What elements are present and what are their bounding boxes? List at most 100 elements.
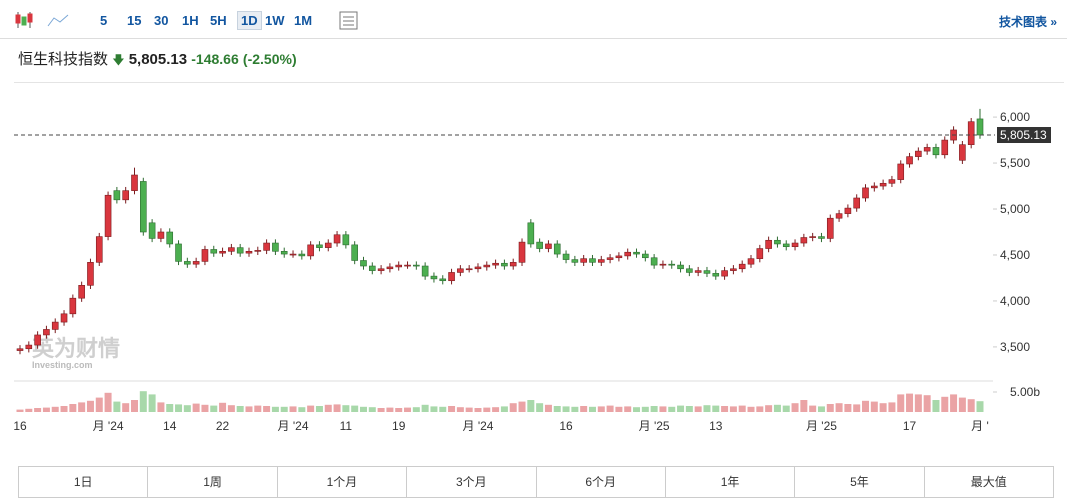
volume-bar (941, 396, 949, 412)
candle-body (307, 244, 314, 257)
candle-body (571, 259, 579, 263)
candle-body (967, 121, 975, 145)
interval-button[interactable]: 5 (100, 13, 108, 28)
volume-bar (219, 402, 227, 412)
volume-bar (245, 406, 253, 412)
indicator-icon[interactable] (338, 10, 360, 32)
candle-body (765, 239, 772, 249)
candle-body (333, 234, 341, 244)
volume-bar (967, 399, 975, 412)
y-tick-label: 3,500 (1000, 340, 1030, 354)
candle-body (915, 150, 922, 157)
volume-bar (166, 404, 174, 412)
toolbar: 5 15 30 1H 5H 1D 1W 1M 技术图表 » (0, 0, 1067, 39)
volume-bar (914, 394, 922, 412)
volume-bar (315, 406, 323, 412)
candle-body (25, 344, 33, 350)
candle-body (712, 273, 720, 277)
candle-body (545, 243, 552, 249)
volume-bar (157, 402, 165, 412)
volume-bar (483, 407, 491, 412)
volume-bar (236, 406, 244, 412)
candle-body (175, 243, 182, 262)
volume-bar (60, 406, 68, 412)
change: -148.66 (191, 51, 239, 67)
volume-bar (368, 407, 376, 412)
candle-body (941, 139, 949, 156)
candle-body (809, 236, 816, 238)
candle-body (457, 268, 464, 273)
volume-bar (809, 405, 817, 412)
interval-button[interactable]: 30 (154, 13, 169, 28)
volume-bar (544, 404, 552, 412)
candle-body (465, 268, 473, 271)
range-button[interactable]: 1日 (19, 467, 149, 497)
tech-chart-link[interactable]: 技术图表 » (998, 15, 1057, 29)
x-tick-label: 月 '25 (806, 419, 837, 433)
volume-bar (359, 406, 367, 412)
candle-body (131, 174, 138, 191)
volume-bar (712, 405, 720, 412)
candle-body (324, 242, 332, 248)
range-button[interactable]: 最大值 (970, 475, 1007, 489)
volume-bar (958, 397, 966, 412)
volume-bar (386, 407, 394, 412)
candle-body (677, 264, 684, 270)
volume-bar (853, 404, 861, 412)
candle-body (263, 242, 270, 251)
candle-body (280, 251, 288, 255)
range-button[interactable]: 1个月 (278, 467, 408, 497)
interval-button[interactable]: 1M (294, 13, 313, 28)
candle-body (95, 236, 103, 263)
volume-bar (448, 406, 456, 412)
volume-bar (377, 408, 385, 412)
volume-bar (950, 394, 958, 412)
range-button[interactable]: 5年 (795, 467, 925, 497)
candle-body (844, 207, 852, 214)
volume-bar (588, 406, 596, 412)
volume-bar (747, 406, 755, 412)
candle-body (694, 270, 702, 273)
volume-bar (104, 392, 112, 412)
volume-bar (580, 406, 588, 412)
range-button[interactable]: 1年 (666, 467, 796, 497)
volume-bar (69, 404, 77, 412)
x-tick-label: 月 '24 (462, 419, 493, 433)
volume-bar (906, 393, 914, 412)
candle-body (509, 262, 517, 267)
range-button[interactable]: 3个月 (407, 467, 537, 497)
volume-bar (509, 403, 517, 412)
interval-button[interactable]: 1D (237, 11, 262, 30)
candle-body (201, 249, 209, 262)
candle-body (316, 244, 323, 248)
x-tick-label: 16 (13, 419, 27, 433)
candle-body (166, 231, 174, 245)
range-button[interactable]: 6个月 (537, 467, 666, 497)
candle-body (782, 243, 790, 248)
volume-bar (756, 406, 764, 412)
range-button[interactable]: 1周 (148, 467, 278, 497)
volume-bar (782, 405, 790, 412)
chart-type-icons[interactable] (10, 0, 70, 38)
candle-body (245, 251, 253, 254)
volume-bar (615, 406, 623, 412)
candle-body (483, 264, 491, 268)
volume-bar (201, 404, 209, 412)
candle-body (474, 266, 482, 270)
interval-button[interactable]: 1H (182, 13, 199, 28)
candle-body (686, 268, 693, 273)
candle-body (800, 237, 808, 244)
volume-bar (474, 408, 482, 412)
interval-button[interactable]: 15 (127, 13, 142, 28)
range-bar: 1日 1周 1个月 3个月 6个月 1年 5年 最大值 (18, 466, 1054, 498)
interval-button[interactable]: 5H (210, 13, 227, 28)
x-tick-label: 13 (709, 419, 723, 433)
interval-button[interactable]: 1W (265, 13, 285, 28)
volume-bar (650, 406, 658, 412)
volume-bar (404, 407, 412, 412)
candle-body (148, 222, 156, 239)
candle-body (501, 262, 508, 267)
candle-body (650, 257, 658, 266)
volume-bar (51, 406, 59, 412)
volume-bar (192, 403, 200, 412)
